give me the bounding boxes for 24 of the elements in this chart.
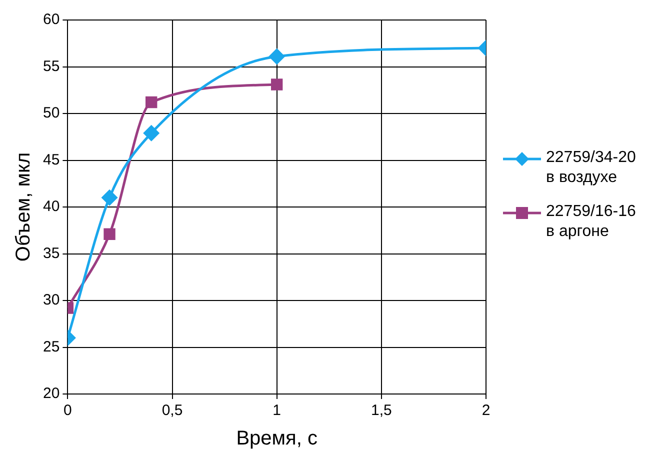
y-tick-label: 30 <box>42 292 60 309</box>
point <box>270 78 283 90</box>
x-axis-title: Время, с <box>236 428 318 450</box>
x-tick-label: 0 <box>64 402 72 420</box>
y-tick-label: 60 <box>42 11 60 28</box>
x-tick-label: 0,5 <box>162 402 183 420</box>
x-tick-label: 1 <box>272 402 282 420</box>
legend-label: 22759/34-20 в воздухе <box>546 148 637 188</box>
y-tick-label: 35 <box>42 244 60 262</box>
point <box>269 48 285 64</box>
y-tick-label: 20 <box>42 385 60 402</box>
y-tick-label: 55 <box>42 58 60 75</box>
x-tick-label: 2 <box>482 402 490 420</box>
point <box>104 228 116 240</box>
x-tick-label: 1,5 <box>370 402 392 420</box>
legend-label: 22759/16-16 в аргоне <box>546 202 637 242</box>
y-tick-label: 25 <box>42 338 60 356</box>
y-tick-label: 40 <box>42 198 60 216</box>
point <box>146 96 158 108</box>
point <box>144 125 160 141</box>
y-axis-title: Объем, мкл <box>12 152 35 262</box>
y-tick-label: 50 <box>42 104 60 122</box>
y-tick-label: 45 <box>42 151 60 168</box>
point <box>102 190 118 206</box>
